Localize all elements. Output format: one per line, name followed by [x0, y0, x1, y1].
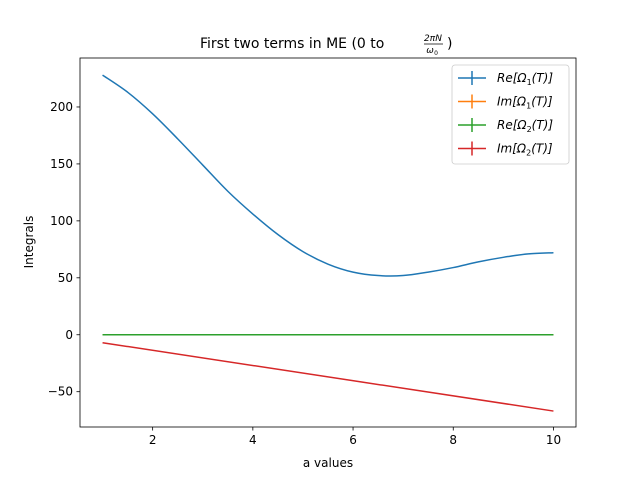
y-tick-label: −50	[48, 385, 73, 399]
series-line-1	[102, 74, 554, 277]
series-line-4	[102, 341, 554, 412]
y-tick-label: 50	[58, 271, 73, 285]
chart-title-fraction-numerator: 2πN	[424, 34, 442, 44]
legend-box	[451, 64, 570, 165]
x-tick-label: 4	[249, 433, 257, 447]
chart-title-fraction-denominator: ω	[426, 46, 434, 56]
legend-entry-2: Im[Ω1(T)]	[458, 94, 553, 111]
legend-label: Re[Ω1(T)]	[497, 71, 553, 87]
legend-label: Im[Ω1(T)]	[497, 95, 553, 111]
axes-frame	[79, 57, 577, 428]
legend-entry-4: Im[Ω2(T)]	[458, 141, 553, 158]
x-axis: 2 4 6 8 10	[149, 427, 561, 447]
y-axis: −50 0 50 100 150 200	[48, 100, 80, 399]
legend-label: Re[Ω2(T)]	[497, 118, 553, 134]
y-tick-label: 0	[65, 328, 73, 342]
y-axis-label: Integrals	[22, 216, 36, 269]
plot-area	[102, 74, 554, 412]
y-tick-label: 150	[50, 157, 73, 171]
legend: Re[Ω1(T)] Im[Ω1(T)] Re[Ω2(T)] Im[Ω2(T)]	[451, 64, 570, 165]
x-tick-label: 8	[449, 433, 457, 447]
legend-entries: Re[Ω1(T)] Im[Ω1(T)] Re[Ω2(T)] Im[Ω2(T)]	[458, 71, 553, 158]
legend-entry-3: Re[Ω2(T)]	[458, 118, 553, 134]
chart-title-prefix: First two terms in ME (0 to	[200, 36, 384, 52]
x-tick-label: 2	[149, 433, 157, 447]
x-axis-label: a values	[303, 456, 353, 470]
chart-title: First two terms in ME (0 to 2πN ω 0 )	[200, 34, 452, 57]
y-tick-label: 100	[50, 214, 73, 228]
legend-entry-1: Re[Ω1(T)]	[458, 71, 553, 87]
chart-title-suffix: )	[447, 36, 452, 52]
x-tick-label: 6	[349, 433, 357, 447]
chart-title-fraction-denominator-sub: 0	[434, 50, 438, 57]
y-tick-label: 200	[50, 100, 73, 114]
x-tick-label: 10	[546, 433, 561, 447]
legend-label: Im[Ω2(T)]	[497, 142, 553, 158]
